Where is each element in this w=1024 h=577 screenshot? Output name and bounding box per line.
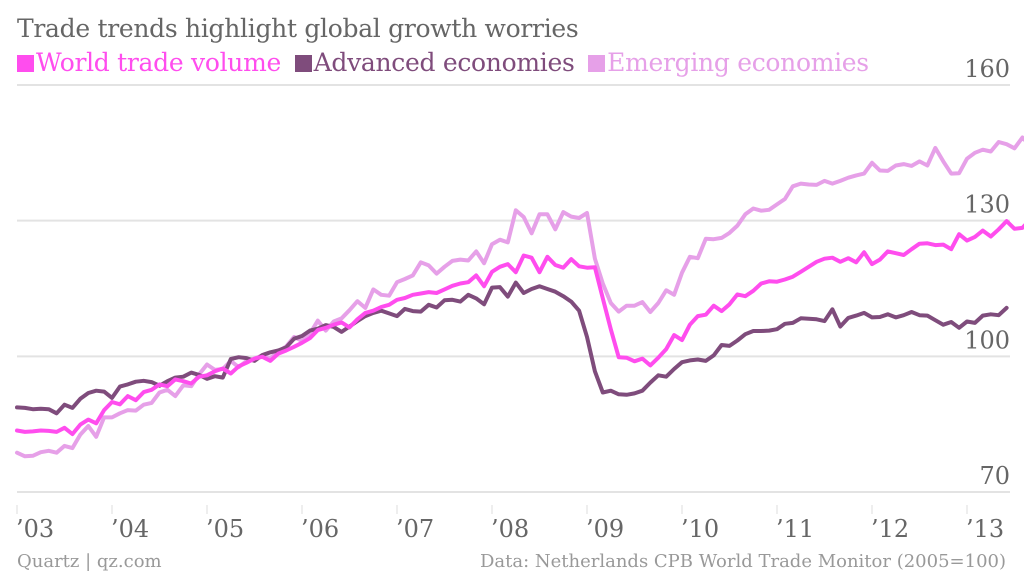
legend-item-emerging-economies: Emerging economies: [588, 48, 869, 77]
series-line-advanced-economies: [15, 280, 1009, 416]
x-tick-label: ’05: [206, 515, 244, 543]
x-tick-label: ’11: [776, 515, 814, 543]
legend-label-emerging-economies: Emerging economies: [607, 48, 869, 77]
x-tick-label: ’07: [396, 515, 434, 543]
legend-item-world-trade: World trade volume: [17, 48, 281, 77]
legend-swatch-world-trade: [17, 55, 34, 72]
x-tick-label: ’09: [586, 515, 624, 543]
series-lines: [15, 135, 1024, 459]
legend-item-advanced-economies: Advanced economies: [294, 48, 575, 77]
x-tick-label: ’13: [966, 515, 1004, 543]
x-tick-label: ’04: [111, 515, 149, 543]
source-text: Data: Netherlands CPB World Trade Monito…: [479, 551, 1006, 572]
y-tick-label: 100: [964, 326, 1010, 354]
x-tick-label: ’12: [871, 515, 909, 543]
series-line-world-trade-volume: [15, 219, 1024, 437]
y-axis-labels: 70 100 130 160: [964, 55, 1010, 490]
x-axis-ticks: ’03 ’04 ’05 ’06 ’07 ’08 ’09 ’10 ’11 ’12 ’13: [16, 505, 1004, 543]
legend-label-advanced-economies: Advanced economies: [313, 48, 575, 77]
series-line-emerging-economies: [15, 135, 1024, 459]
legend-swatch-emerging-economies: [588, 55, 606, 72]
x-tick-label: ’03: [16, 515, 54, 543]
chart-title: Trade trends highlight global growth wor…: [17, 14, 579, 43]
y-tick-label: 160: [964, 55, 1010, 83]
y-tick-label: 130: [964, 191, 1010, 219]
x-tick-label: ’06: [301, 515, 339, 543]
chart-legend: World trade volume Advanced economies Em…: [17, 48, 875, 77]
x-tick-label: ’08: [491, 515, 529, 543]
legend-swatch-advanced-economies: [294, 55, 312, 72]
credit-text: Quartz | qz.com: [17, 551, 162, 572]
x-tick-label: ’10: [681, 515, 719, 543]
y-tick-label: 70: [979, 462, 1010, 490]
legend-label-world-trade: World trade volume: [36, 48, 281, 77]
